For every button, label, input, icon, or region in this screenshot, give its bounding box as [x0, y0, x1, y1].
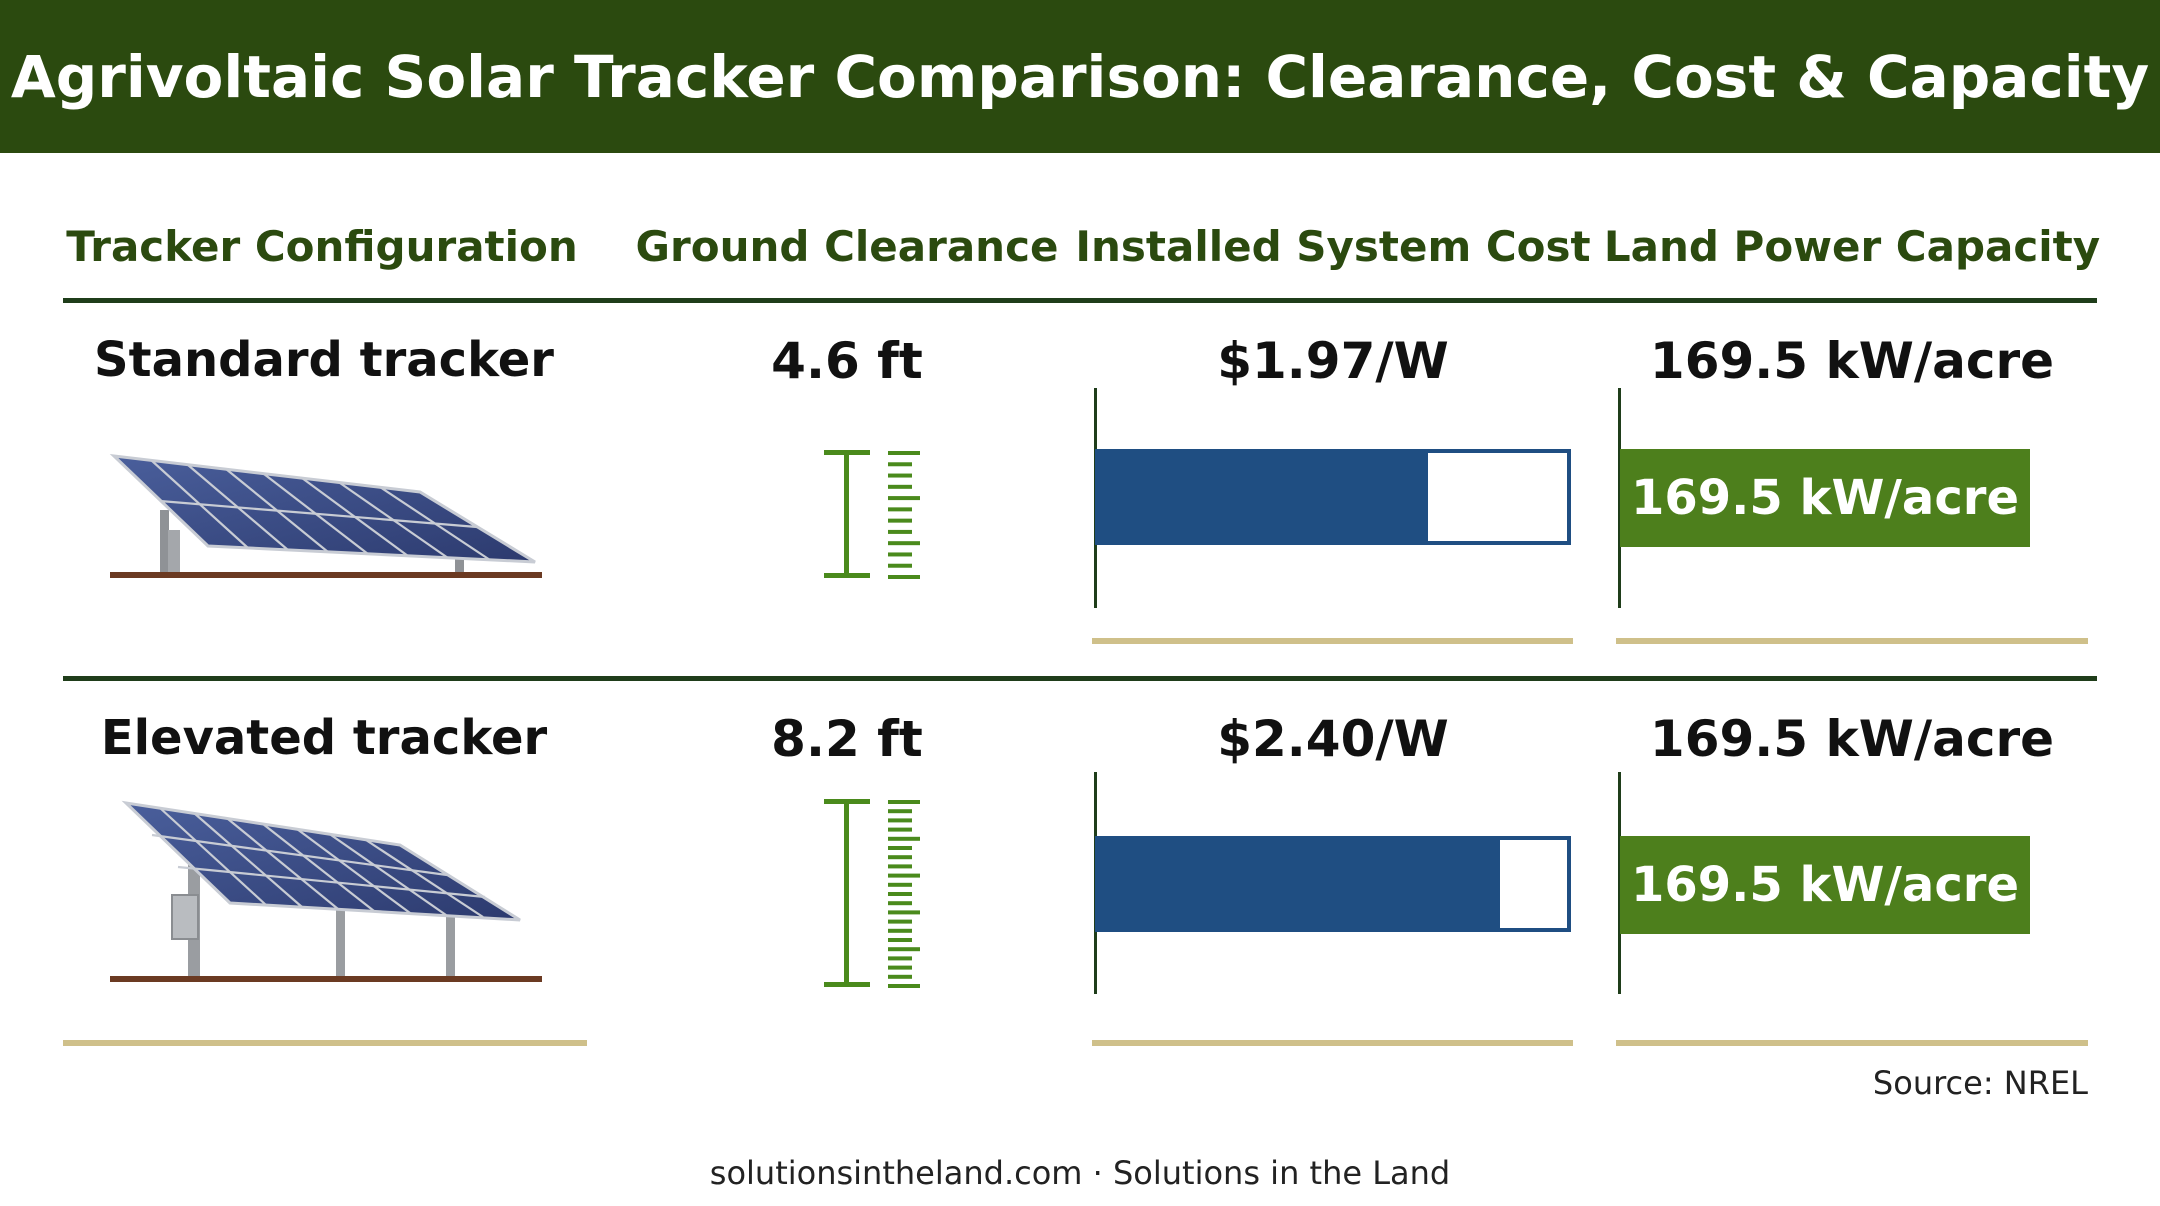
ruler-part — [888, 563, 912, 568]
row-label-standard: Standard tracker — [94, 332, 554, 388]
ground-line — [110, 572, 542, 578]
source-note: Source: NREL — [1872, 1064, 2088, 1102]
ruler-part — [888, 809, 912, 814]
ruler-part — [888, 919, 912, 924]
ruler-part — [888, 864, 912, 869]
ruler-part — [888, 882, 912, 887]
capacity-bar-label-elevated: 169.5 kW/acre — [1630, 857, 2019, 913]
ruler-part — [888, 575, 920, 579]
ruler-part — [888, 892, 912, 896]
ruler-part — [888, 496, 920, 501]
ruler-part — [888, 965, 912, 970]
capacity-baseline-standard — [1616, 638, 2088, 644]
ruler-part — [888, 956, 912, 961]
ground-line — [110, 976, 542, 982]
configuration-baseline — [63, 1040, 587, 1046]
clearance-value-elevated: 8.2 ft — [771, 710, 923, 768]
clearance-value-standard: 4.6 ft — [771, 332, 923, 390]
ruler-part — [888, 938, 912, 942]
capacity-baseline-elevated — [1616, 1040, 2088, 1046]
column-header-clearance: Ground Clearance — [635, 222, 1059, 271]
row-separator-rule — [63, 676, 2097, 681]
capacity-bar-standard: 169.5 kW/acre — [1620, 449, 2030, 547]
elevated-tracker-illustration — [110, 800, 542, 982]
ruler-part — [888, 462, 912, 467]
ruler-part — [888, 552, 912, 557]
ruler-part — [888, 836, 920, 841]
cost-bar-elevated — [1095, 836, 1571, 932]
ruler-part — [888, 910, 920, 915]
cost-value-elevated: $2.40/W — [1217, 710, 1449, 768]
ruler-part — [888, 855, 912, 860]
ruler-part — [888, 827, 912, 832]
ruler-part — [844, 799, 849, 987]
ruler-part — [888, 947, 920, 952]
capacity-value-standard: 169.5 kW/acre — [1649, 332, 2055, 390]
ruler-part — [888, 901, 912, 906]
title-banner: Agrivoltaic Solar Tracker Comparison: Cl… — [0, 0, 2160, 153]
ruler-part — [888, 484, 912, 489]
ruler-part — [888, 818, 912, 823]
cost-value-standard: $1.97/W — [1217, 332, 1449, 390]
ruler-part — [888, 518, 912, 523]
standard-tracker-illustration — [109, 453, 542, 578]
cost-bar-fill-elevated — [1099, 840, 1501, 928]
footer-credit: solutionsintheland.com · Solutions in th… — [709, 1154, 1451, 1192]
column-header-capacity: Land Power Capacity — [1603, 222, 2101, 271]
capacity-bar-elevated: 169.5 kW/acre — [1620, 836, 2030, 934]
ruler-part — [888, 846, 912, 850]
ruler-part — [844, 450, 849, 578]
clearance-ruler-standard — [824, 450, 920, 579]
ruler-part — [888, 873, 920, 878]
header-rule — [63, 298, 2097, 303]
cost-baseline-standard — [1092, 638, 1573, 644]
column-header-cost: Installed System Cost — [1075, 222, 1591, 271]
column-header-configuration: Tracker Configuration — [66, 222, 578, 271]
ruler-part — [888, 541, 920, 546]
ruler-part — [888, 974, 912, 979]
chart-title: Agrivoltaic Solar Tracker Comparison: Cl… — [10, 42, 2150, 111]
ruler-part — [888, 473, 912, 478]
capacity-axis-elevated — [1618, 772, 1621, 994]
ruler-part — [888, 529, 912, 534]
capacity-bar-label-standard: 169.5 kW/acre — [1630, 470, 2019, 526]
ruler-part — [888, 984, 920, 988]
ruler-part — [888, 800, 920, 804]
clearance-ruler-elevated — [824, 799, 920, 988]
row-label-elevated: Elevated tracker — [100, 710, 548, 766]
ruler-part — [888, 451, 920, 455]
ruler-part — [888, 928, 912, 933]
cost-bar-standard — [1095, 449, 1571, 545]
ruler-part — [888, 507, 912, 512]
cost-baseline-elevated — [1092, 1040, 1573, 1046]
capacity-axis-standard — [1618, 388, 1621, 608]
capacity-value-elevated: 169.5 kW/acre — [1649, 710, 2055, 768]
cost-bar-fill-standard — [1099, 453, 1429, 541]
